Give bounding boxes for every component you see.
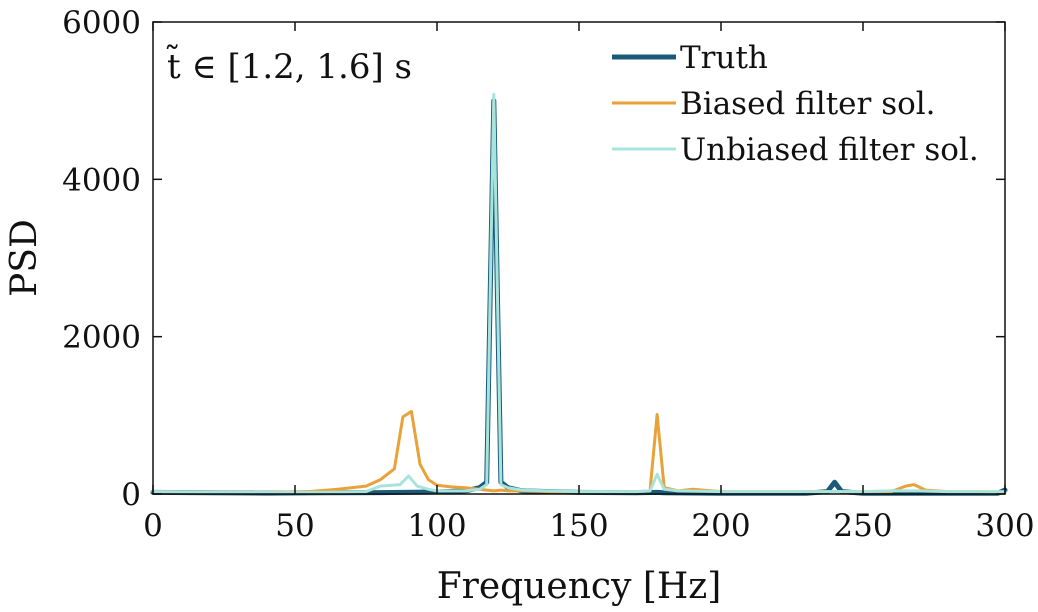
x-tick-label: 300 (975, 508, 1034, 544)
legend-label-unbiased-filter-sol: Unbiased filter sol. (680, 132, 979, 168)
series-line-unbiased-filter-sol (151, 92, 1007, 494)
y-tick-label: 0 (121, 477, 141, 513)
y-tick-label: 2000 (62, 320, 141, 356)
x-tick-label: 100 (407, 508, 466, 544)
x-tick-label: 200 (691, 508, 750, 544)
x-tick-label: 250 (833, 508, 892, 544)
ticks-layer: 0 50 100 150 200 250 300 0 2000 4000 6000 (62, 5, 1034, 544)
y-tick-label: 4000 (62, 162, 141, 198)
y-axis-label: PSD (4, 219, 45, 297)
time-window-annotation: t̃ ∈ [1.2, 1.6] s (166, 44, 412, 87)
legend-label-truth: Truth (680, 40, 768, 76)
legend: Truth Biased filter sol. Unbiased filter s… (612, 40, 979, 168)
x-tick-label: 50 (275, 508, 314, 544)
legend-label-biased-filter-sol: Biased filter sol. (680, 86, 936, 122)
x-tick-label: 0 (143, 508, 163, 544)
x-axis-label: Frequency [Hz] (437, 566, 722, 607)
x-tick-label: 150 (549, 508, 608, 544)
y-tick-label: 6000 (62, 5, 141, 41)
